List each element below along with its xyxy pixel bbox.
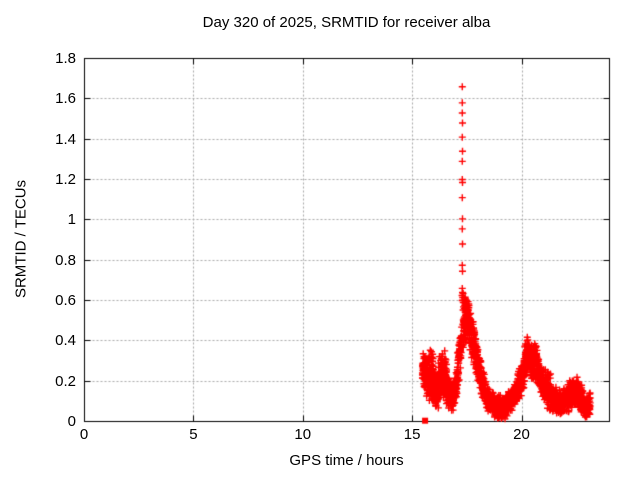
y-tick-label: 1.2 [55, 171, 76, 188]
x-tick-label: 5 [189, 426, 198, 443]
y-tick-label: 0 [67, 413, 76, 430]
y-tick-label: 0.6 [55, 292, 76, 309]
y-tick-label: 0.4 [55, 332, 76, 350]
y-tick-label: 1.8 [55, 50, 76, 67]
y-tick-label: 1.4 [55, 130, 76, 148]
chart-title: Day 320 of 2025, SRMTID for receiver alb… [202, 14, 491, 31]
x-tick-label: 0 [79, 426, 89, 443]
y-axis-label: SRMTID / TECUs [12, 179, 30, 299]
y-tick-label: 1.6 [55, 90, 76, 108]
x-axis-label: GPS time / hours [289, 452, 404, 469]
x-tick-label: 20 [513, 426, 530, 443]
y-tick-label: 0.8 [55, 251, 76, 269]
y-tick-label: 0.2 [55, 372, 76, 390]
x-tick-label: 10 [294, 426, 312, 443]
x-tick-label: 15 [403, 426, 421, 443]
y-tick-label: 1 [67, 211, 76, 229]
